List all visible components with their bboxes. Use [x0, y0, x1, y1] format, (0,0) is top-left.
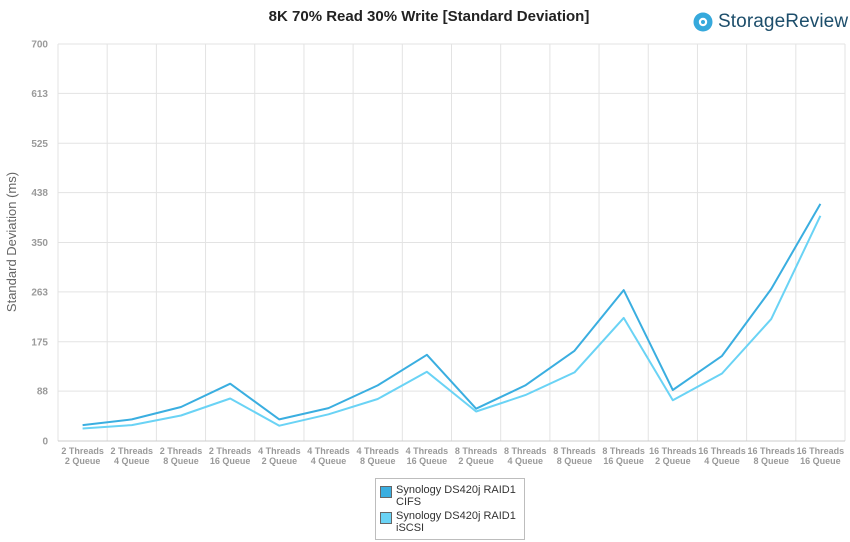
- x-tick-label: 2 Threads 16 Queue: [209, 446, 252, 466]
- x-tick-label: 16 Threads 16 Queue: [797, 446, 845, 466]
- y-tick-label: 700: [31, 40, 48, 51]
- y-axis-ticks: 0 88 175 263 350 438 525 613 700: [31, 40, 48, 448]
- legend-label-cifs-line1: Synology DS420j RAID1: [396, 484, 516, 496]
- legend-label-iscsi-line2: iSCSI: [396, 522, 425, 534]
- x-tick-label: 4 Threads 8 Queue: [356, 446, 399, 466]
- legend: Synology DS420j RAID1 CIFS Synology DS42…: [375, 478, 525, 540]
- y-tick-label: 350: [31, 238, 48, 249]
- y-axis-label: Standard Deviation (ms): [4, 172, 19, 312]
- x-tick-label: 8 Threads 2 Queue: [455, 446, 498, 466]
- legend-label-cifs-line2: CIFS: [396, 496, 422, 508]
- chart-title: 8K 70% Read 30% Write [Standard Deviatio…: [268, 8, 590, 25]
- legend-swatch-iscsi: [380, 512, 392, 524]
- x-tick-label: 4 Threads 16 Queue: [406, 446, 449, 466]
- series-lines: [82, 203, 822, 430]
- legend-label-iscsi-line1: Synology DS420j RAID1: [396, 510, 516, 522]
- y-tick-label: 175: [31, 337, 48, 348]
- x-tick-label: 8 Threads 16 Queue: [602, 446, 645, 466]
- y-tick-label: 525: [31, 139, 48, 150]
- logo-text: StorageReview: [718, 11, 849, 32]
- x-tick-label: 4 Threads 2 Queue: [258, 446, 301, 466]
- grid: [57, 43, 846, 442]
- x-tick-label: 4 Threads 4 Queue: [307, 446, 350, 466]
- x-tick-label: 2 Threads 8 Queue: [160, 446, 203, 466]
- legend-item-iscsi[interactable]: Synology DS420j RAID1 iSCSI: [380, 510, 520, 534]
- x-axis-ticks: 2 Threads 2 Queue 2 Threads 4 Queue 2 Thread…: [61, 446, 844, 466]
- storagereview-logo-icon: [693, 12, 713, 32]
- legend-swatch-cifs: [380, 486, 392, 498]
- y-tick-label: 438: [31, 188, 48, 199]
- series-line-cifs: [82, 203, 822, 427]
- storagereview-logo: StorageReview: [693, 9, 848, 35]
- x-tick-label: 16 Threads 4 Queue: [698, 446, 746, 466]
- y-tick-label: 613: [31, 89, 48, 100]
- x-tick-label: 8 Threads 8 Queue: [553, 446, 596, 466]
- series-line-iscsi: [82, 215, 822, 430]
- y-tick-label: 0: [42, 437, 48, 448]
- legend-item-cifs[interactable]: Synology DS420j RAID1 CIFS: [380, 484, 520, 508]
- y-tick-label: 263: [31, 287, 48, 298]
- y-tick-label: 88: [37, 387, 49, 398]
- x-tick-label: 16 Threads 2 Queue: [649, 446, 697, 466]
- x-tick-label: 2 Threads 2 Queue: [61, 446, 104, 466]
- x-tick-label: 16 Threads 8 Queue: [747, 446, 795, 466]
- x-tick-label: 8 Threads 4 Queue: [504, 446, 547, 466]
- x-tick-label: 2 Threads 4 Queue: [111, 446, 154, 466]
